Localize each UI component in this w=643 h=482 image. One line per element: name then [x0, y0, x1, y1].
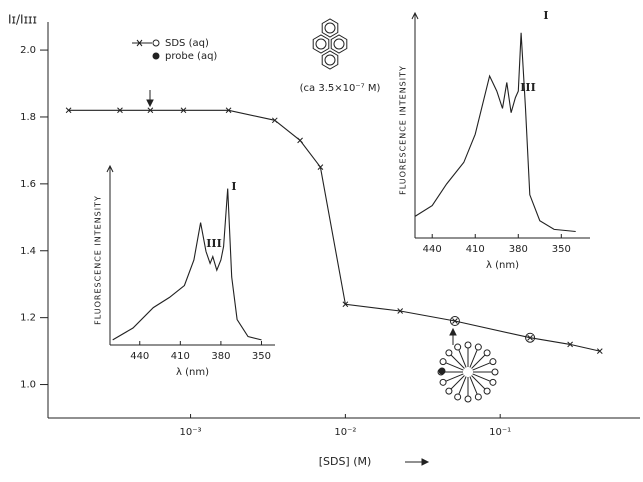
x-axis-label: [SDS] (M) — [319, 455, 372, 468]
data-point — [527, 334, 533, 341]
data-point — [342, 301, 349, 308]
ring-circle — [324, 54, 336, 66]
y-axis-label: FLUORESCENCE INTENSITY — [94, 195, 103, 325]
ring — [321, 18, 339, 38]
x-tick-label: 350 — [552, 244, 571, 255]
x-tick-label: 380 — [211, 351, 230, 362]
surfactant-tail — [445, 373, 464, 382]
y-axis-arrow — [411, 11, 419, 20]
ring — [330, 34, 348, 54]
surfactant-tail — [471, 375, 486, 390]
pyrene-structure — [312, 18, 348, 70]
ring — [321, 50, 339, 70]
surfactant-head — [464, 395, 472, 403]
surfactant-head — [489, 378, 497, 386]
surfactant-tail — [458, 349, 467, 368]
x-tick-label: 440 — [130, 351, 149, 362]
data-line — [68, 109, 600, 352]
data-point — [397, 308, 404, 314]
data-point — [65, 107, 72, 114]
surfactant-tail — [445, 362, 464, 371]
peak-label: I — [543, 9, 548, 22]
x-axis-label: λ (nm) — [486, 260, 519, 271]
surfactant-head — [454, 343, 462, 351]
data-line — [112, 188, 262, 341]
y-axis-arrow — [106, 164, 114, 173]
data-point — [117, 107, 123, 114]
y-tick-label: 1.4 — [20, 246, 36, 257]
data-point — [317, 164, 324, 170]
surfactant-tail — [450, 354, 465, 369]
probe-dot — [438, 367, 446, 375]
annotation: probe (aq) — [165, 51, 217, 62]
data-point — [147, 107, 154, 114]
peak-label: III — [206, 237, 221, 250]
x-tick-label: 440 — [423, 244, 442, 255]
y-axis-label: FLUORESCENCE INTENSITY — [399, 65, 408, 195]
y-axis-label: Iɪ/Iɪɪɪ — [8, 13, 37, 27]
surfactant-tail — [472, 362, 491, 371]
x-tick-label: 10⁻² — [334, 427, 356, 438]
surfactant-head — [489, 358, 497, 366]
y-tick-label: 1.6 — [20, 179, 36, 190]
surfactant-head — [483, 387, 491, 395]
peak-label: I — [231, 180, 236, 193]
data-point — [180, 107, 187, 114]
ring-circle — [324, 22, 336, 34]
surfactant-head — [464, 341, 472, 349]
y-tick-label: 2.0 — [20, 45, 36, 56]
surfactant-head — [454, 393, 462, 401]
annotation: (ca 3.5×10⁻⁷ M) — [300, 83, 381, 94]
data-point — [297, 137, 303, 144]
surfactant-tail — [458, 376, 467, 395]
surfactant-head — [445, 349, 453, 357]
circled-point — [449, 316, 460, 326]
x-axis-label: λ (nm) — [176, 367, 209, 378]
data-point — [596, 348, 603, 354]
surfactant-head — [439, 378, 447, 386]
surfactant-head — [474, 343, 482, 351]
y-tick-label: 1.2 — [20, 313, 36, 324]
y-tick-label: 1.8 — [20, 112, 36, 123]
ring-circle — [315, 38, 327, 50]
annotation: SDS (aq) — [165, 38, 209, 49]
surfactant-head — [439, 358, 447, 366]
x-tick-label: 410 — [171, 351, 190, 362]
surfactant-tail — [472, 373, 491, 382]
x-tick-label: 350 — [252, 351, 271, 362]
arrows — [146, 90, 457, 466]
surfactant-tail — [469, 376, 478, 395]
legend-symbols — [132, 39, 160, 60]
surfactant-head — [483, 349, 491, 357]
x-tick-label: 10⁻¹ — [489, 427, 511, 438]
x-tick-label: 10⁻³ — [180, 427, 202, 438]
data-point — [225, 107, 232, 114]
data-line — [414, 32, 576, 233]
circled-point — [525, 332, 536, 343]
ring — [312, 34, 330, 54]
surfactant-tail — [471, 354, 486, 369]
surfactant-head — [445, 387, 453, 395]
ring-circle — [333, 38, 345, 50]
y-tick-label: 1.0 — [20, 380, 36, 391]
data-point — [567, 341, 573, 348]
surfactant-head — [491, 368, 499, 376]
x-tick-label: 380 — [509, 244, 528, 255]
micelle-drawing — [437, 341, 499, 403]
data-point — [271, 117, 278, 124]
surfactant-head — [474, 393, 482, 401]
surfactant-tail — [469, 349, 478, 368]
data-point — [452, 318, 458, 324]
x-tick-label: 410 — [466, 244, 485, 255]
surfactant-tail — [450, 375, 465, 390]
peak-label: III — [520, 81, 535, 94]
